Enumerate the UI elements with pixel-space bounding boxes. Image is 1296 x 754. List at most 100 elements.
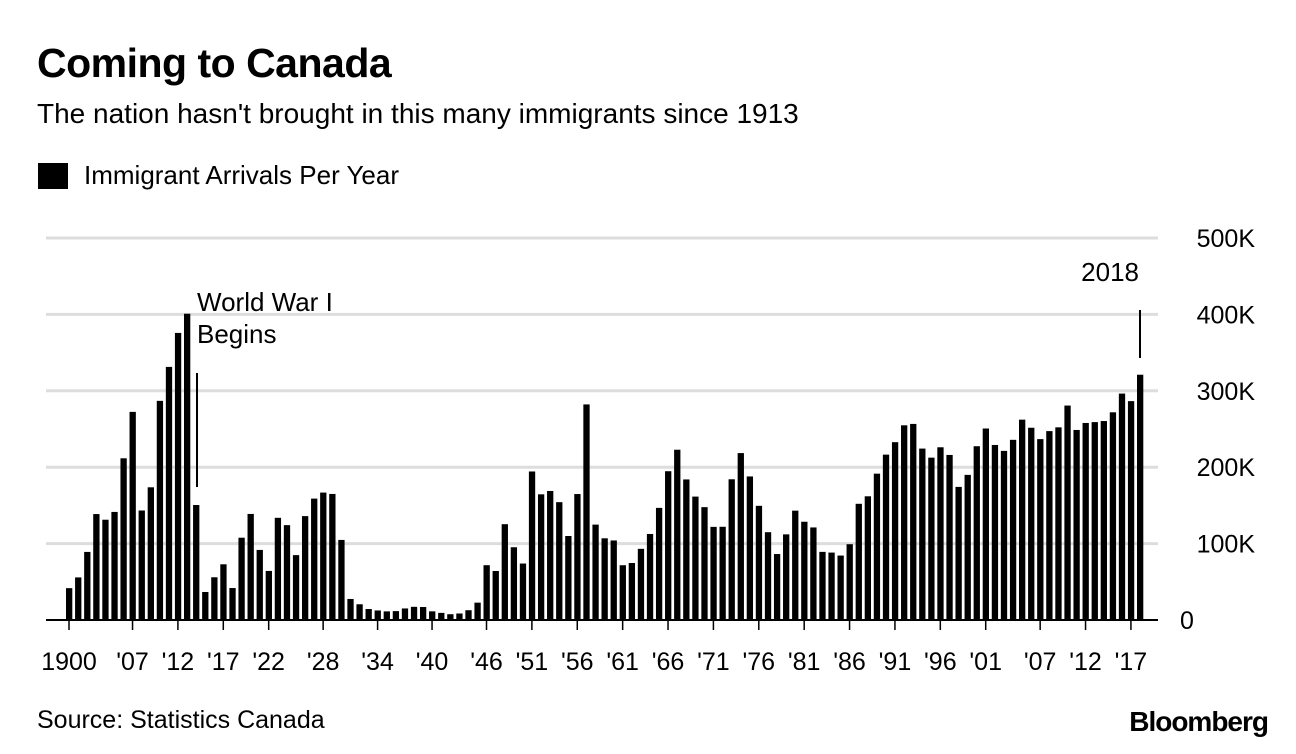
bar-2007 <box>1037 439 1044 620</box>
bar-1995 <box>928 457 935 620</box>
bar-1956 <box>574 494 581 620</box>
bar-2014 <box>1100 421 1107 620</box>
bar-1999 <box>964 474 971 620</box>
annotations: World War I Begins 2018 <box>196 257 1141 487</box>
bar-1911 <box>165 366 173 620</box>
bar-1997 <box>946 454 953 620</box>
y-tick-label: 500K <box>1197 225 1256 253</box>
bar-1966 <box>665 471 672 620</box>
bar-1914 <box>193 505 200 620</box>
legend-label: Immigrant Arrivals Per Year <box>84 160 400 190</box>
bar-1963 <box>637 548 645 620</box>
bar-1907 <box>129 411 136 620</box>
bar-2011 <box>1073 429 1080 620</box>
x-tick-label: '96 <box>924 648 957 676</box>
bar-1915 <box>202 591 209 620</box>
bar-2017 <box>1127 401 1135 620</box>
bloomberg-logo: Bloomberg <box>1129 706 1269 737</box>
bar-1927 <box>311 498 318 620</box>
bar-2012 <box>1082 422 1089 620</box>
bar-1900 <box>66 588 73 620</box>
x-tick-label: '91 <box>879 648 912 676</box>
x-tick-label: '61 <box>606 648 639 676</box>
bar-1922 <box>265 570 272 620</box>
bar-1932 <box>356 604 363 620</box>
annotation-2018: 2018 <box>1081 257 1139 287</box>
bar-1937 <box>401 608 409 620</box>
bar-1901 <box>75 577 82 620</box>
bar-1906 <box>120 458 127 620</box>
bar-1952 <box>537 494 545 620</box>
bars <box>66 313 1144 620</box>
bar-1929 <box>329 493 336 620</box>
y-tick-label: 300K <box>1197 378 1256 406</box>
bar-1968 <box>683 479 690 620</box>
bar-2009 <box>1055 427 1062 620</box>
bar-1992 <box>901 425 908 620</box>
bar-1960 <box>610 540 617 620</box>
y-tick-label: 400K <box>1197 301 1256 329</box>
bar-1913 <box>183 313 191 620</box>
x-tick-label: 1900 <box>41 648 97 676</box>
bar-1961 <box>619 565 626 620</box>
bar-1974 <box>737 453 744 620</box>
bar-1920 <box>247 513 254 620</box>
bar-1988 <box>864 496 872 620</box>
gridlines <box>46 236 1158 546</box>
x-tick-label: '12 <box>1069 648 1102 676</box>
bar-1964 <box>646 533 654 620</box>
bar-1957 <box>583 404 590 620</box>
y-axis-labels: 0 100K 200K 300K 400K 500K <box>1180 225 1255 635</box>
bar-1908 <box>138 510 145 620</box>
bar-1978 <box>773 554 781 620</box>
bar-1977 <box>764 532 772 620</box>
bar-1936 <box>392 611 400 620</box>
bar-1923 <box>274 517 282 620</box>
x-tick-label: '76 <box>742 648 775 676</box>
bar-1970 <box>701 507 708 620</box>
bar-1917 <box>220 564 227 620</box>
x-tick-label: '17 <box>207 648 240 676</box>
bar-1982 <box>810 527 817 620</box>
bar-1976 <box>755 505 763 620</box>
source-note: Source: Statistics Canada <box>37 706 325 734</box>
x-tick-label: '51 <box>516 648 549 676</box>
bar-2016 <box>1118 393 1126 620</box>
bar-1972 <box>719 526 726 620</box>
bar-1928 <box>320 492 327 620</box>
x-tick-label: '12 <box>162 648 195 676</box>
bar-2010 <box>1064 405 1071 620</box>
bar-1980 <box>792 510 799 620</box>
bar-1998 <box>955 486 962 620</box>
bar-1959 <box>601 538 608 620</box>
bar-2001 <box>982 428 990 620</box>
bar-1944 <box>465 610 472 620</box>
bar-2008 <box>1046 431 1053 620</box>
bar-1991 <box>891 442 899 620</box>
bar-1926 <box>301 516 309 620</box>
bar-1951 <box>528 471 536 620</box>
legend: Immigrant Arrivals Per Year <box>38 160 399 191</box>
bar-1940 <box>429 611 436 620</box>
bar-1945 <box>474 602 481 620</box>
bar-1925 <box>292 555 300 620</box>
bar-1903 <box>93 514 100 620</box>
bar-1973 <box>728 479 735 620</box>
bar-1909 <box>147 487 154 620</box>
x-tick-label: '40 <box>416 648 449 676</box>
bar-1971 <box>710 526 717 620</box>
bar-1981 <box>801 521 808 620</box>
bar-1993 <box>910 423 917 620</box>
x-tick-label: '66 <box>652 648 685 676</box>
bar-1931 <box>347 598 354 620</box>
bar-1946 <box>483 565 490 620</box>
bar-1943 <box>456 613 463 620</box>
bar-1994 <box>919 448 926 620</box>
bar-1938 <box>410 606 418 620</box>
bar-1924 <box>283 525 291 620</box>
y-tick-label: 200K <box>1197 454 1256 482</box>
x-tick-label: '56 <box>561 648 594 676</box>
x-tick-label: '17 <box>1115 648 1148 676</box>
bar-2000 <box>973 446 980 620</box>
